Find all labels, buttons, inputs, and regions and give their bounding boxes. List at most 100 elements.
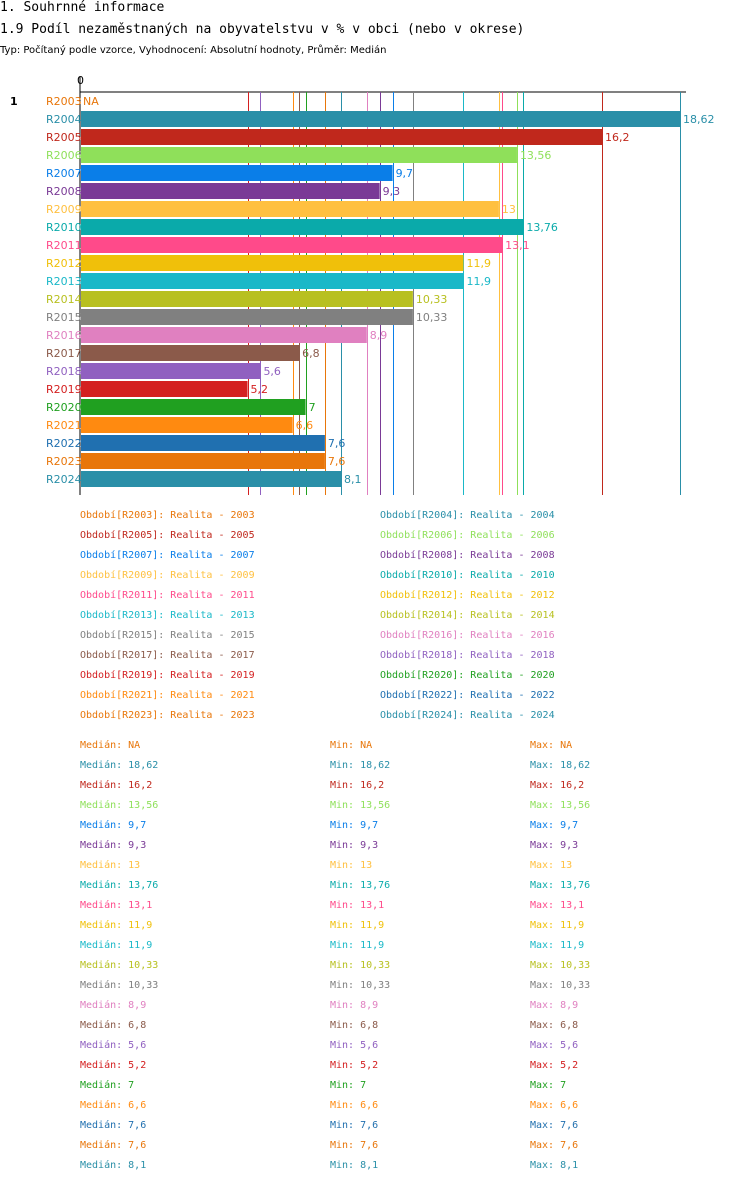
value-label-r2021: 6,6 (296, 419, 314, 432)
stat-min-r2014: Min: 10,33 (330, 960, 391, 971)
stat-min-r2007: Min: 9,7 (330, 820, 379, 831)
value-label-r2018: 5,6 (263, 365, 281, 378)
bar-r2018 (81, 363, 261, 379)
stat-min-r2018: Min: 5,6 (330, 1040, 379, 1051)
value-label-r2022: 7,6 (328, 437, 346, 450)
stat-median-r2014: Medián: 10,33 (80, 960, 159, 971)
stat-max-r2015: Max: 10,33 (530, 980, 591, 991)
category-label-r2006: R2006 (46, 149, 82, 162)
stat-max-r2012: Max: 11,9 (530, 920, 585, 931)
stat-max-r2019: Max: 5,2 (530, 1060, 579, 1071)
stat-median-r2008: Medián: 9,3 (80, 840, 147, 851)
category-label-r2020: R2020 (46, 401, 82, 414)
chart-type-line: Typ: Počítaný podle vzorce, Vyhodnocení:… (0, 45, 387, 56)
stat-max-r2003: Max: NA (530, 740, 573, 751)
category-label-r2009: R2009 (46, 203, 82, 216)
category-label-r2016: R2016 (46, 329, 82, 342)
value-label-r2003: NA (83, 95, 99, 108)
bar-r2005 (81, 129, 603, 145)
stat-min-r2011: Min: 13,1 (330, 900, 385, 911)
legend-item-r2003: Období[R2003]: Realita - 2003 (80, 510, 255, 521)
stat-min-r2013: Min: 11,9 (330, 940, 385, 951)
stat-min-r2009: Min: 13 (330, 860, 373, 871)
legend-item-r2013: Období[R2013]: Realita - 2013 (80, 610, 255, 621)
stat-max-r2005: Max: 16,2 (530, 780, 585, 791)
value-label-r2006: 13,56 (520, 149, 552, 162)
stat-min-r2019: Min: 5,2 (330, 1060, 379, 1071)
bar-r2012 (81, 255, 464, 271)
legend-item-r2015: Období[R2015]: Realita - 2015 (80, 630, 255, 641)
stat-median-r2018: Medián: 5,6 (80, 1040, 147, 1051)
category-label-r2013: R2013 (46, 275, 82, 288)
value-label-r2016: 8,9 (370, 329, 388, 342)
bar-r2011 (81, 237, 503, 253)
category-label-r2018: R2018 (46, 365, 82, 378)
stat-max-r2024: Max: 8,1 (530, 1160, 579, 1171)
legend-item-r2019: Období[R2019]: Realita - 2019 (80, 670, 255, 681)
stat-median-r2012: Medián: 11,9 (80, 920, 153, 931)
bar-r2019 (81, 381, 248, 397)
bar-r2023 (81, 453, 325, 469)
stat-min-r2022: Min: 7,6 (330, 1120, 379, 1131)
stat-median-r2015: Medián: 10,33 (80, 980, 159, 991)
bar-r2007 (81, 165, 393, 181)
bar-r2008 (81, 183, 380, 199)
category-label-r2012: R2012 (46, 257, 82, 270)
stat-max-r2023: Max: 7,6 (530, 1140, 579, 1151)
bar-r2013 (81, 273, 464, 289)
stat-max-r2021: Max: 6,6 (530, 1100, 579, 1111)
value-label-r2013: 11,9 (466, 275, 491, 288)
legend-item-r2010: Období[R2010]: Realita - 2010 (380, 570, 555, 581)
value-label-r2019: 5,2 (251, 383, 269, 396)
stat-median-r2003: Medián: NA (80, 740, 141, 751)
category-label-r2022: R2022 (46, 437, 82, 450)
stat-median-r2019: Medián: 5,2 (80, 1060, 147, 1071)
stat-min-r2016: Min: 8,9 (330, 1000, 379, 1011)
stat-min-r2010: Min: 13,76 (330, 880, 391, 891)
category-label-r2010: R2010 (46, 221, 82, 234)
stat-median-r2021: Medián: 6,6 (80, 1100, 147, 1111)
category-label-r2008: R2008 (46, 185, 82, 198)
legend-item-r2011: Období[R2011]: Realita - 2011 (80, 590, 255, 601)
value-label-r2007: 9,7 (396, 167, 414, 180)
legend-item-r2004: Období[R2004]: Realita - 2004 (380, 510, 555, 521)
stat-median-r2020: Medián: 7 (80, 1080, 135, 1091)
stat-max-r2020: Max: 7 (530, 1080, 567, 1091)
stat-median-r2009: Medián: 13 (80, 860, 141, 871)
bar-r2016 (81, 327, 367, 343)
legend-item-r2022: Období[R2022]: Realita - 2022 (380, 690, 555, 701)
stat-max-r2017: Max: 6,8 (530, 1020, 579, 1031)
bar-r2014 (81, 291, 413, 307)
stat-min-r2020: Min: 7 (330, 1080, 367, 1091)
stat-min-r2017: Min: 6,8 (330, 1020, 379, 1031)
stat-median-r2022: Medián: 7,6 (80, 1120, 147, 1131)
bar-r2009 (81, 201, 499, 217)
chart-title: 1.9 Podíl nezaměstnaných na obyvatelstvu… (0, 22, 525, 37)
stat-median-r2024: Medián: 8,1 (80, 1160, 147, 1171)
category-label-r2024: R2024 (46, 473, 82, 486)
value-label-r2011: 13,1 (505, 239, 529, 252)
bar-r2022 (81, 435, 325, 451)
category-label-r2007: R2007 (46, 167, 82, 180)
legend-item-r2020: Období[R2020]: Realita - 2020 (380, 670, 555, 681)
stat-median-r2011: Medián: 13,1 (80, 900, 153, 911)
bar-r2004 (81, 111, 680, 127)
value-label-r2004: 18,62 (683, 113, 715, 126)
value-label-r2020: 7 (309, 401, 316, 414)
legend-item-r2017: Období[R2017]: Realita - 2017 (80, 650, 255, 661)
value-label-r2012: 11,9 (466, 257, 491, 270)
value-label-r2014: 10,33 (416, 293, 448, 306)
legend-item-r2016: Období[R2016]: Realita - 2016 (380, 630, 555, 641)
stat-min-r2008: Min: 9,3 (330, 840, 379, 851)
stat-max-r2008: Max: 9,3 (530, 840, 579, 851)
legend-item-r2021: Období[R2021]: Realita - 2021 (80, 690, 255, 701)
stat-max-r2010: Max: 13,76 (530, 880, 591, 891)
stat-max-r2018: Max: 5,6 (530, 1040, 579, 1051)
legend-item-r2007: Období[R2007]: Realita - 2007 (80, 550, 255, 561)
stat-min-r2024: Min: 8,1 (330, 1160, 379, 1171)
category-label-r2015: R2015 (46, 311, 82, 324)
category-label-r2003: R2003 (46, 95, 82, 108)
bar-r2010 (81, 219, 524, 235)
bar-chart: 0R2003NAR200418,62R200516,2R200613,56R20… (46, 74, 715, 495)
section-title: 1. Souhrnné informace (0, 0, 165, 15)
